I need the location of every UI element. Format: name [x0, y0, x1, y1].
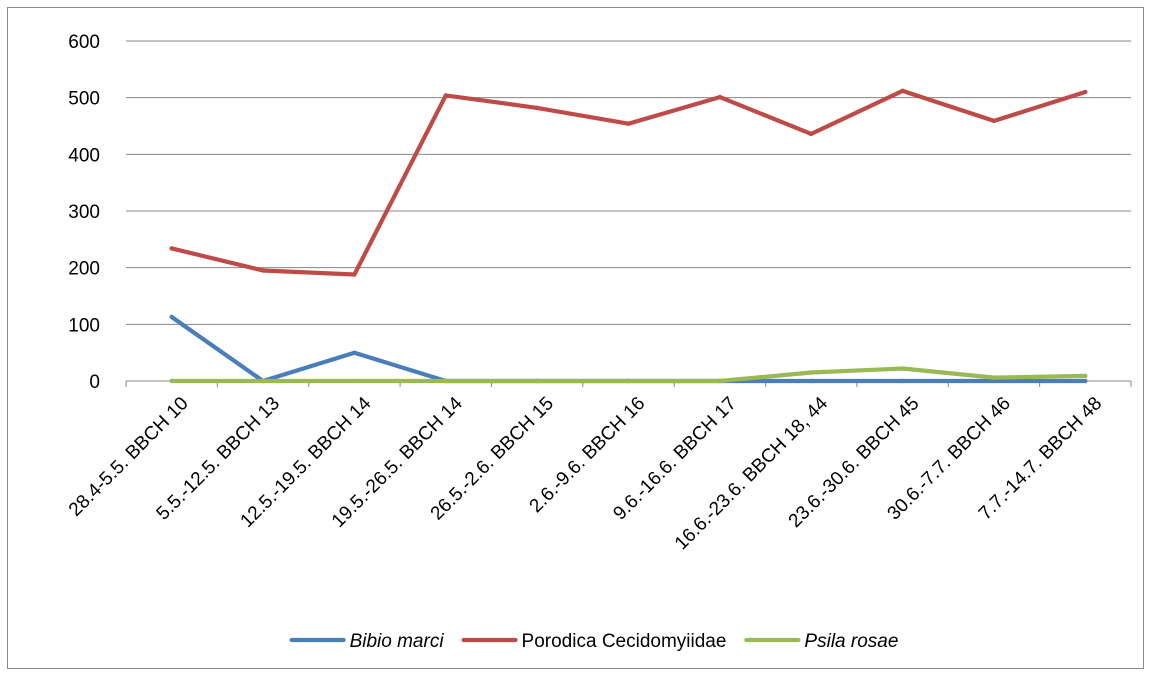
data-point	[352, 350, 357, 355]
data-point	[1083, 89, 1088, 95]
data-point	[626, 121, 631, 126]
gridlines	[126, 40, 1131, 325]
data-point	[443, 378, 448, 384]
data-point	[1083, 373, 1088, 379]
data-point	[991, 375, 997, 380]
legend: Bibio marci Porodica Cecidomyiidae Psila r…	[289, 631, 898, 652]
data-point	[1083, 378, 1088, 384]
data-point	[991, 118, 997, 124]
legend-label: Bibio marci	[350, 631, 445, 652]
y-tick-label: 100	[68, 315, 100, 336]
y-tick-label: 200	[68, 259, 100, 280]
chart-frame	[7, 7, 1144, 669]
data-point	[443, 93, 448, 98]
legend-label: Porodica Cecidomyiidae	[522, 631, 727, 652]
data-point	[169, 378, 174, 384]
data-point	[809, 370, 814, 375]
data-point	[717, 94, 723, 100]
data-point	[717, 378, 723, 384]
data-point	[900, 366, 905, 371]
data-point	[809, 131, 814, 137]
data-point	[900, 88, 905, 94]
data-point	[260, 378, 266, 384]
y-tick-labels: 0 100 200 300 400 500 600	[68, 32, 100, 393]
data-point	[169, 246, 174, 251]
y-tick-label: 500	[68, 89, 100, 110]
y-tick-label: 300	[68, 202, 100, 223]
series-line-porodica-cecidomyiidae	[169, 88, 1088, 277]
legend-label: Psila rosae	[804, 631, 898, 652]
y-tick-label: 0	[89, 372, 100, 393]
data-point	[991, 378, 997, 384]
data-point	[352, 272, 357, 277]
data-point	[809, 378, 814, 384]
data-point	[900, 378, 905, 384]
data-point	[626, 378, 631, 384]
x-tick-labels: 28.4-5.5. BBCH 105.5.-12.5. BBCH 1312.5.…	[65, 393, 1106, 555]
data-point	[169, 314, 174, 320]
data-point	[534, 378, 540, 384]
y-tick-label: 600	[68, 32, 100, 53]
y-tick-label: 400	[68, 145, 100, 166]
x-tick-label: 16.6.-23.6. BBCH 18, 44	[671, 393, 833, 555]
data-point	[260, 268, 266, 273]
data-point	[534, 105, 540, 111]
series-lines	[169, 88, 1088, 384]
data-point	[352, 378, 357, 384]
